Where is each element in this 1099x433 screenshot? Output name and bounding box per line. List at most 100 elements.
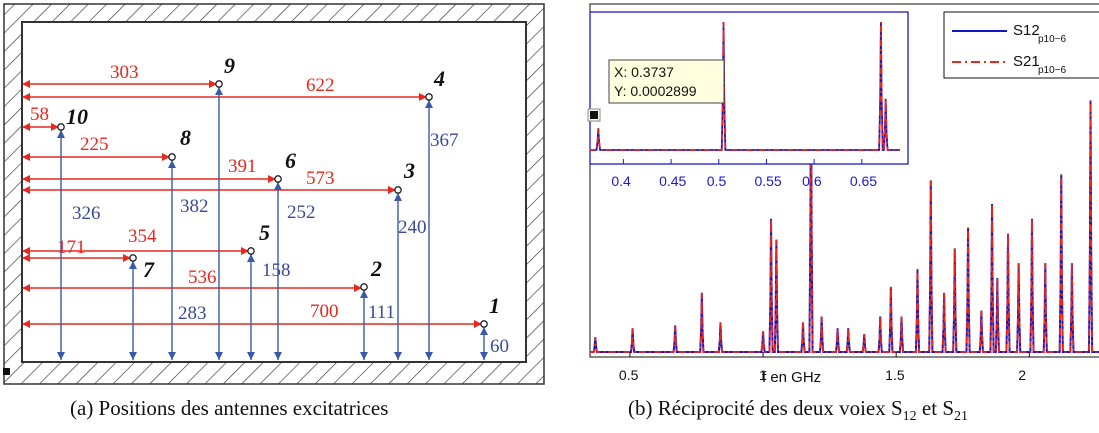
v-arrow-head-bottom bbox=[215, 352, 223, 360]
antenna-number: 9 bbox=[224, 53, 235, 78]
antenna-number: 3 bbox=[403, 158, 415, 183]
legend-s21-sub: p10−6 bbox=[1038, 65, 1067, 76]
antenna-point bbox=[57, 123, 65, 131]
v-arrow-head-bottom bbox=[274, 352, 282, 360]
v-arrow-head-top bbox=[215, 87, 223, 95]
datatip-y: Y: 0.0002899 bbox=[614, 83, 697, 99]
antenna-number: 2 bbox=[370, 256, 382, 281]
h-distance-label: 354 bbox=[128, 226, 157, 247]
datatip-marker-dot bbox=[590, 111, 598, 119]
antenna-point bbox=[129, 254, 137, 262]
datatip-x: X: 0.3737 bbox=[614, 64, 674, 80]
antenna-point bbox=[247, 247, 255, 255]
v-distance-label: 240 bbox=[398, 217, 427, 238]
v-arrow-head-top bbox=[274, 182, 282, 190]
caption-b-prefix: (b) Réciprocité des deux voiex S bbox=[628, 396, 903, 420]
v-arrow-head-top bbox=[425, 100, 433, 108]
caption-b-mid: et S bbox=[916, 396, 955, 420]
h-distance-label: 303 bbox=[110, 62, 139, 83]
v-arrow-head-bottom bbox=[360, 352, 368, 360]
v-arrow-head-top bbox=[480, 327, 488, 335]
antenna-6: 6 391 252 bbox=[22, 148, 316, 360]
h-distance-label: 536 bbox=[188, 267, 217, 288]
v-arrow-head-bottom bbox=[129, 352, 137, 360]
v-distance-label: 60 bbox=[490, 336, 509, 357]
antenna-number: 1 bbox=[489, 293, 500, 318]
v-distance-label: 158 bbox=[262, 260, 291, 281]
antenna-number: 8 bbox=[180, 125, 191, 150]
antenna-point bbox=[480, 320, 488, 328]
caption-a: (a) Positions des antennes excitatrices bbox=[70, 396, 389, 420]
h-distance-label: 573 bbox=[306, 168, 335, 189]
legend-box bbox=[943, 11, 1099, 79]
v-distance-label: 326 bbox=[72, 203, 101, 224]
caption-b: (b) Réciprocité des deux voiex S12 et S2… bbox=[628, 396, 968, 425]
antenna-point bbox=[425, 93, 433, 101]
antenna-7: 7 171 283 bbox=[22, 237, 207, 360]
inset-tick-label: 0.4 bbox=[611, 173, 631, 189]
antenna-8: 8 225 382 bbox=[22, 125, 209, 360]
antenna-number: 7 bbox=[143, 257, 155, 282]
h-distance-label: 225 bbox=[80, 134, 109, 155]
x-tick-label: 2 bbox=[1018, 367, 1026, 383]
v-arrow-head-top bbox=[168, 160, 176, 168]
antenna-point bbox=[274, 175, 282, 183]
legend-s12-sub: p10−6 bbox=[1038, 34, 1067, 45]
antenna-9: 9 303 bbox=[22, 53, 235, 360]
v-arrow-head-top bbox=[360, 290, 368, 298]
origin-marker bbox=[3, 368, 10, 375]
x-tick-label: 1 bbox=[759, 367, 767, 383]
v-distance-label: 283 bbox=[178, 303, 207, 324]
v-distance-label: 252 bbox=[287, 202, 316, 223]
antenna-2: 2 536 111 bbox=[22, 256, 395, 360]
wall-outer-border bbox=[3, 3, 545, 385]
legend: S12 p10−6 S21 p10−6 bbox=[943, 11, 1099, 79]
antenna-number: 5 bbox=[259, 220, 270, 245]
antenna-10: 10 58 326 bbox=[22, 104, 101, 360]
series-line-s21 bbox=[590, 55, 1099, 353]
antenna-1: 1 700 60 bbox=[22, 293, 509, 360]
legend-s12-label: S12 bbox=[1013, 22, 1040, 39]
v-arrow-head-bottom bbox=[425, 352, 433, 360]
v-arrow-head-top bbox=[394, 193, 402, 201]
v-arrow-head-bottom bbox=[57, 352, 65, 360]
h-distance-label: 171 bbox=[57, 237, 86, 258]
caption-b-sub1: 12 bbox=[902, 409, 917, 425]
h-distance-label: 58 bbox=[30, 104, 49, 125]
antenna-3: 3 573 240 bbox=[22, 158, 427, 360]
antenna-point bbox=[168, 153, 176, 161]
antenna-point bbox=[394, 186, 402, 194]
v-arrow-head-bottom bbox=[394, 352, 402, 360]
inset-tick-label: 0.45 bbox=[659, 173, 686, 189]
inset-series-line-s21 bbox=[590, 21, 900, 151]
x-tick-label: 0.5 bbox=[619, 367, 639, 383]
legend-s21-label: S21 bbox=[1013, 53, 1040, 70]
v-distance-label: 111 bbox=[368, 302, 395, 323]
datatip-box bbox=[608, 59, 725, 104]
x-axis-label: f en GHz bbox=[762, 369, 821, 386]
h-distance-label: 622 bbox=[306, 75, 335, 96]
antenna-number: 10 bbox=[66, 104, 88, 129]
v-distance-label: 382 bbox=[180, 196, 209, 217]
room-interior bbox=[21, 21, 527, 363]
datatip[interactable]: X: 0.3737 Y: 0.0002899 bbox=[587, 59, 725, 122]
v-arrow-head-top bbox=[247, 254, 255, 262]
antenna-number: 6 bbox=[285, 148, 296, 173]
inset-tick-label: 0.65 bbox=[850, 173, 877, 189]
inset-tick-label: 0.55 bbox=[754, 173, 781, 189]
v-arrow-head-bottom bbox=[168, 352, 176, 360]
caption-b-sub2: 21 bbox=[954, 409, 969, 425]
h-distance-label: 391 bbox=[228, 156, 257, 177]
antenna-number: 4 bbox=[433, 66, 445, 91]
v-arrow-head-top bbox=[129, 261, 137, 269]
v-arrow-head-bottom bbox=[247, 352, 255, 360]
inset-tick-label: 0.6 bbox=[802, 173, 822, 189]
v-arrow-head-top bbox=[57, 130, 65, 138]
antenna-positions-figure: 1 700 60 2 536 111 3 573 240 4 622 367 5 354 158 6 391 25… bbox=[3, 3, 545, 385]
x-tick-label: 1.5 bbox=[885, 367, 905, 383]
v-distance-label: 367 bbox=[430, 130, 459, 151]
inset-tick-label: 0.5 bbox=[707, 173, 727, 189]
v-arrow-head-bottom bbox=[480, 352, 488, 360]
antenna-point bbox=[215, 80, 223, 88]
